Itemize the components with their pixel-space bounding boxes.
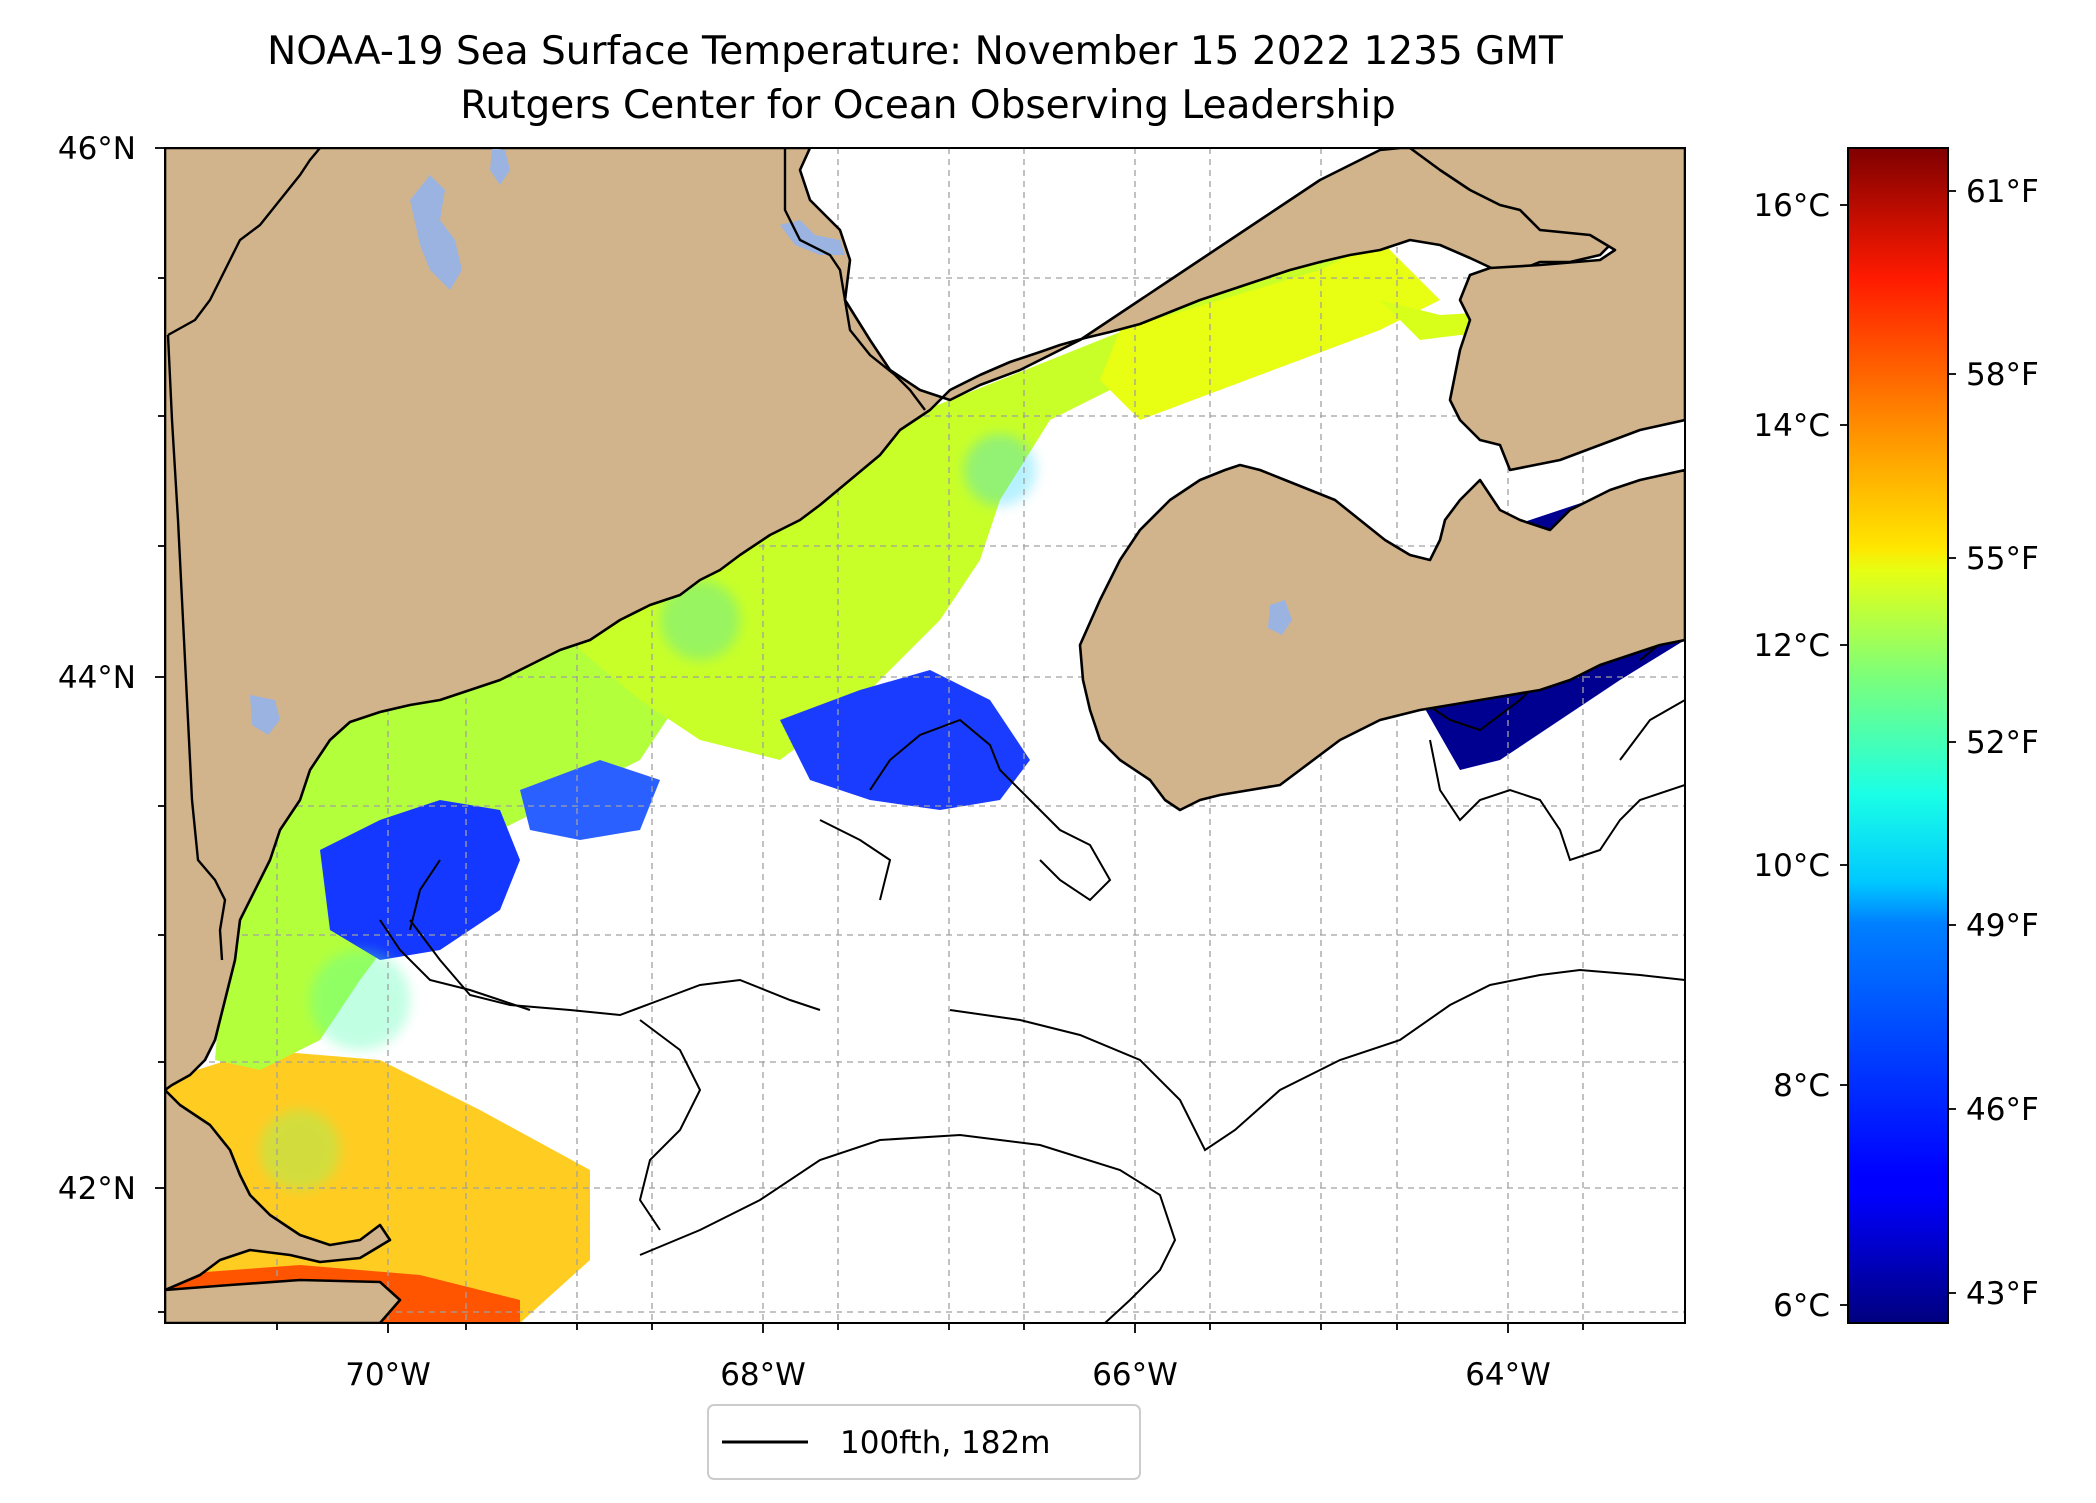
colorbar: 16°C 14°C 12°C 10°C 8°C 6°C 61°F 58°F 55… — [1753, 147, 2039, 1324]
colorbar-fahrenheit-label: 61°F — [1966, 174, 2039, 210]
contour-gulf-basin — [409, 919, 821, 1231]
sst-bay-of-fundy-entrance — [1100, 240, 1440, 420]
lakes — [250, 148, 1292, 735]
land-nova-scotia — [1078, 463, 1685, 812]
colorbar-celsius-label: 14°C — [1753, 408, 1830, 444]
legend-box — [707, 1404, 1141, 1480]
sst-texture — [260, 434, 1036, 1190]
colorbar-fahrenheit-label: 49°F — [1966, 908, 2039, 944]
lake-grand-nb — [780, 220, 845, 255]
colorbar-fahrenheit-label: 46°F — [1966, 1092, 2039, 1128]
chart-title-line2: Rutgers Center for Ocean Observing Leade… — [460, 83, 1396, 128]
political-borders — [166, 148, 926, 961]
colorbar-fahrenheit-label: 55°F — [1966, 541, 2039, 577]
colorbar-celsius-label: 10°C — [1753, 848, 1830, 884]
map-frame — [164, 147, 1686, 1324]
land-new-england-maine — [165, 148, 1622, 1092]
contour-georges-bank — [639, 1133, 1177, 1323]
lat-tick-label: 44°N — [58, 660, 136, 696]
colorbar-celsius-label: 16°C — [1753, 188, 1830, 224]
contour-northeast-channel — [1429, 739, 1685, 862]
contour-jordan-basin — [819, 718, 1112, 902]
border-maine-quebec — [167, 148, 321, 337]
land-southern-ne — [165, 1278, 402, 1323]
lake-rossignol — [1268, 600, 1292, 635]
lat-tick-label: 42°N — [58, 1171, 136, 1207]
border-maine-nh — [166, 334, 227, 961]
colorbar-celsius-label: 12°C — [1753, 628, 1830, 664]
colorbar-ticks — [1840, 190, 1956, 1306]
contour-shelf-edge — [949, 968, 1685, 1152]
contour-western-ledge — [379, 859, 531, 1011]
land-nova-scotia-north — [1408, 148, 1685, 472]
lat-tick-label: 46°N — [58, 131, 136, 167]
sst-cold-patch-penobscot — [520, 760, 660, 840]
lon-tick-label: 70°W — [345, 1357, 431, 1393]
colorbar-celsius-label: 8°C — [1773, 1068, 1830, 1104]
lake-moosehead — [410, 175, 462, 290]
lon-tick-label: 64°W — [1465, 1357, 1551, 1393]
map-panel: 46°N 44°N 42°N 70°W 68°W 66°W 64°W — [58, 131, 1686, 1393]
axis-ticks — [155, 147, 1584, 1333]
sst-cold-patch-west — [320, 800, 520, 960]
bathymetry-100fth-contours — [379, 619, 1685, 1323]
border-maine-nb — [783, 148, 926, 411]
sst-cape-cod-region — [165, 1050, 590, 1323]
colorbar-gradient — [1847, 147, 1949, 1324]
colorbar-celsius-label: 6°C — [1773, 1288, 1830, 1324]
land-cape-cod — [165, 1088, 392, 1292]
colorbar-fahrenheit-label: 52°F — [1966, 725, 2039, 761]
colorbar-fahrenheit-label: 58°F — [1966, 357, 2039, 393]
lon-tick-label: 68°W — [720, 1357, 806, 1393]
landmasses — [165, 148, 1685, 1323]
legend-label: 100fth, 182m — [840, 1425, 1050, 1461]
lake-sebago — [250, 695, 280, 735]
chart-title-line1: NOAA-19 Sea Surface Temperature: Novembe… — [267, 29, 1563, 74]
lake-chesuncook — [490, 148, 510, 185]
lon-tick-label: 66°W — [1092, 1357, 1178, 1393]
colorbar-fahrenheit-label: 43°F — [1966, 1276, 2039, 1312]
sst-cold-patch-central — [780, 670, 1030, 810]
legend: 100fth, 182m — [707, 1404, 1141, 1480]
